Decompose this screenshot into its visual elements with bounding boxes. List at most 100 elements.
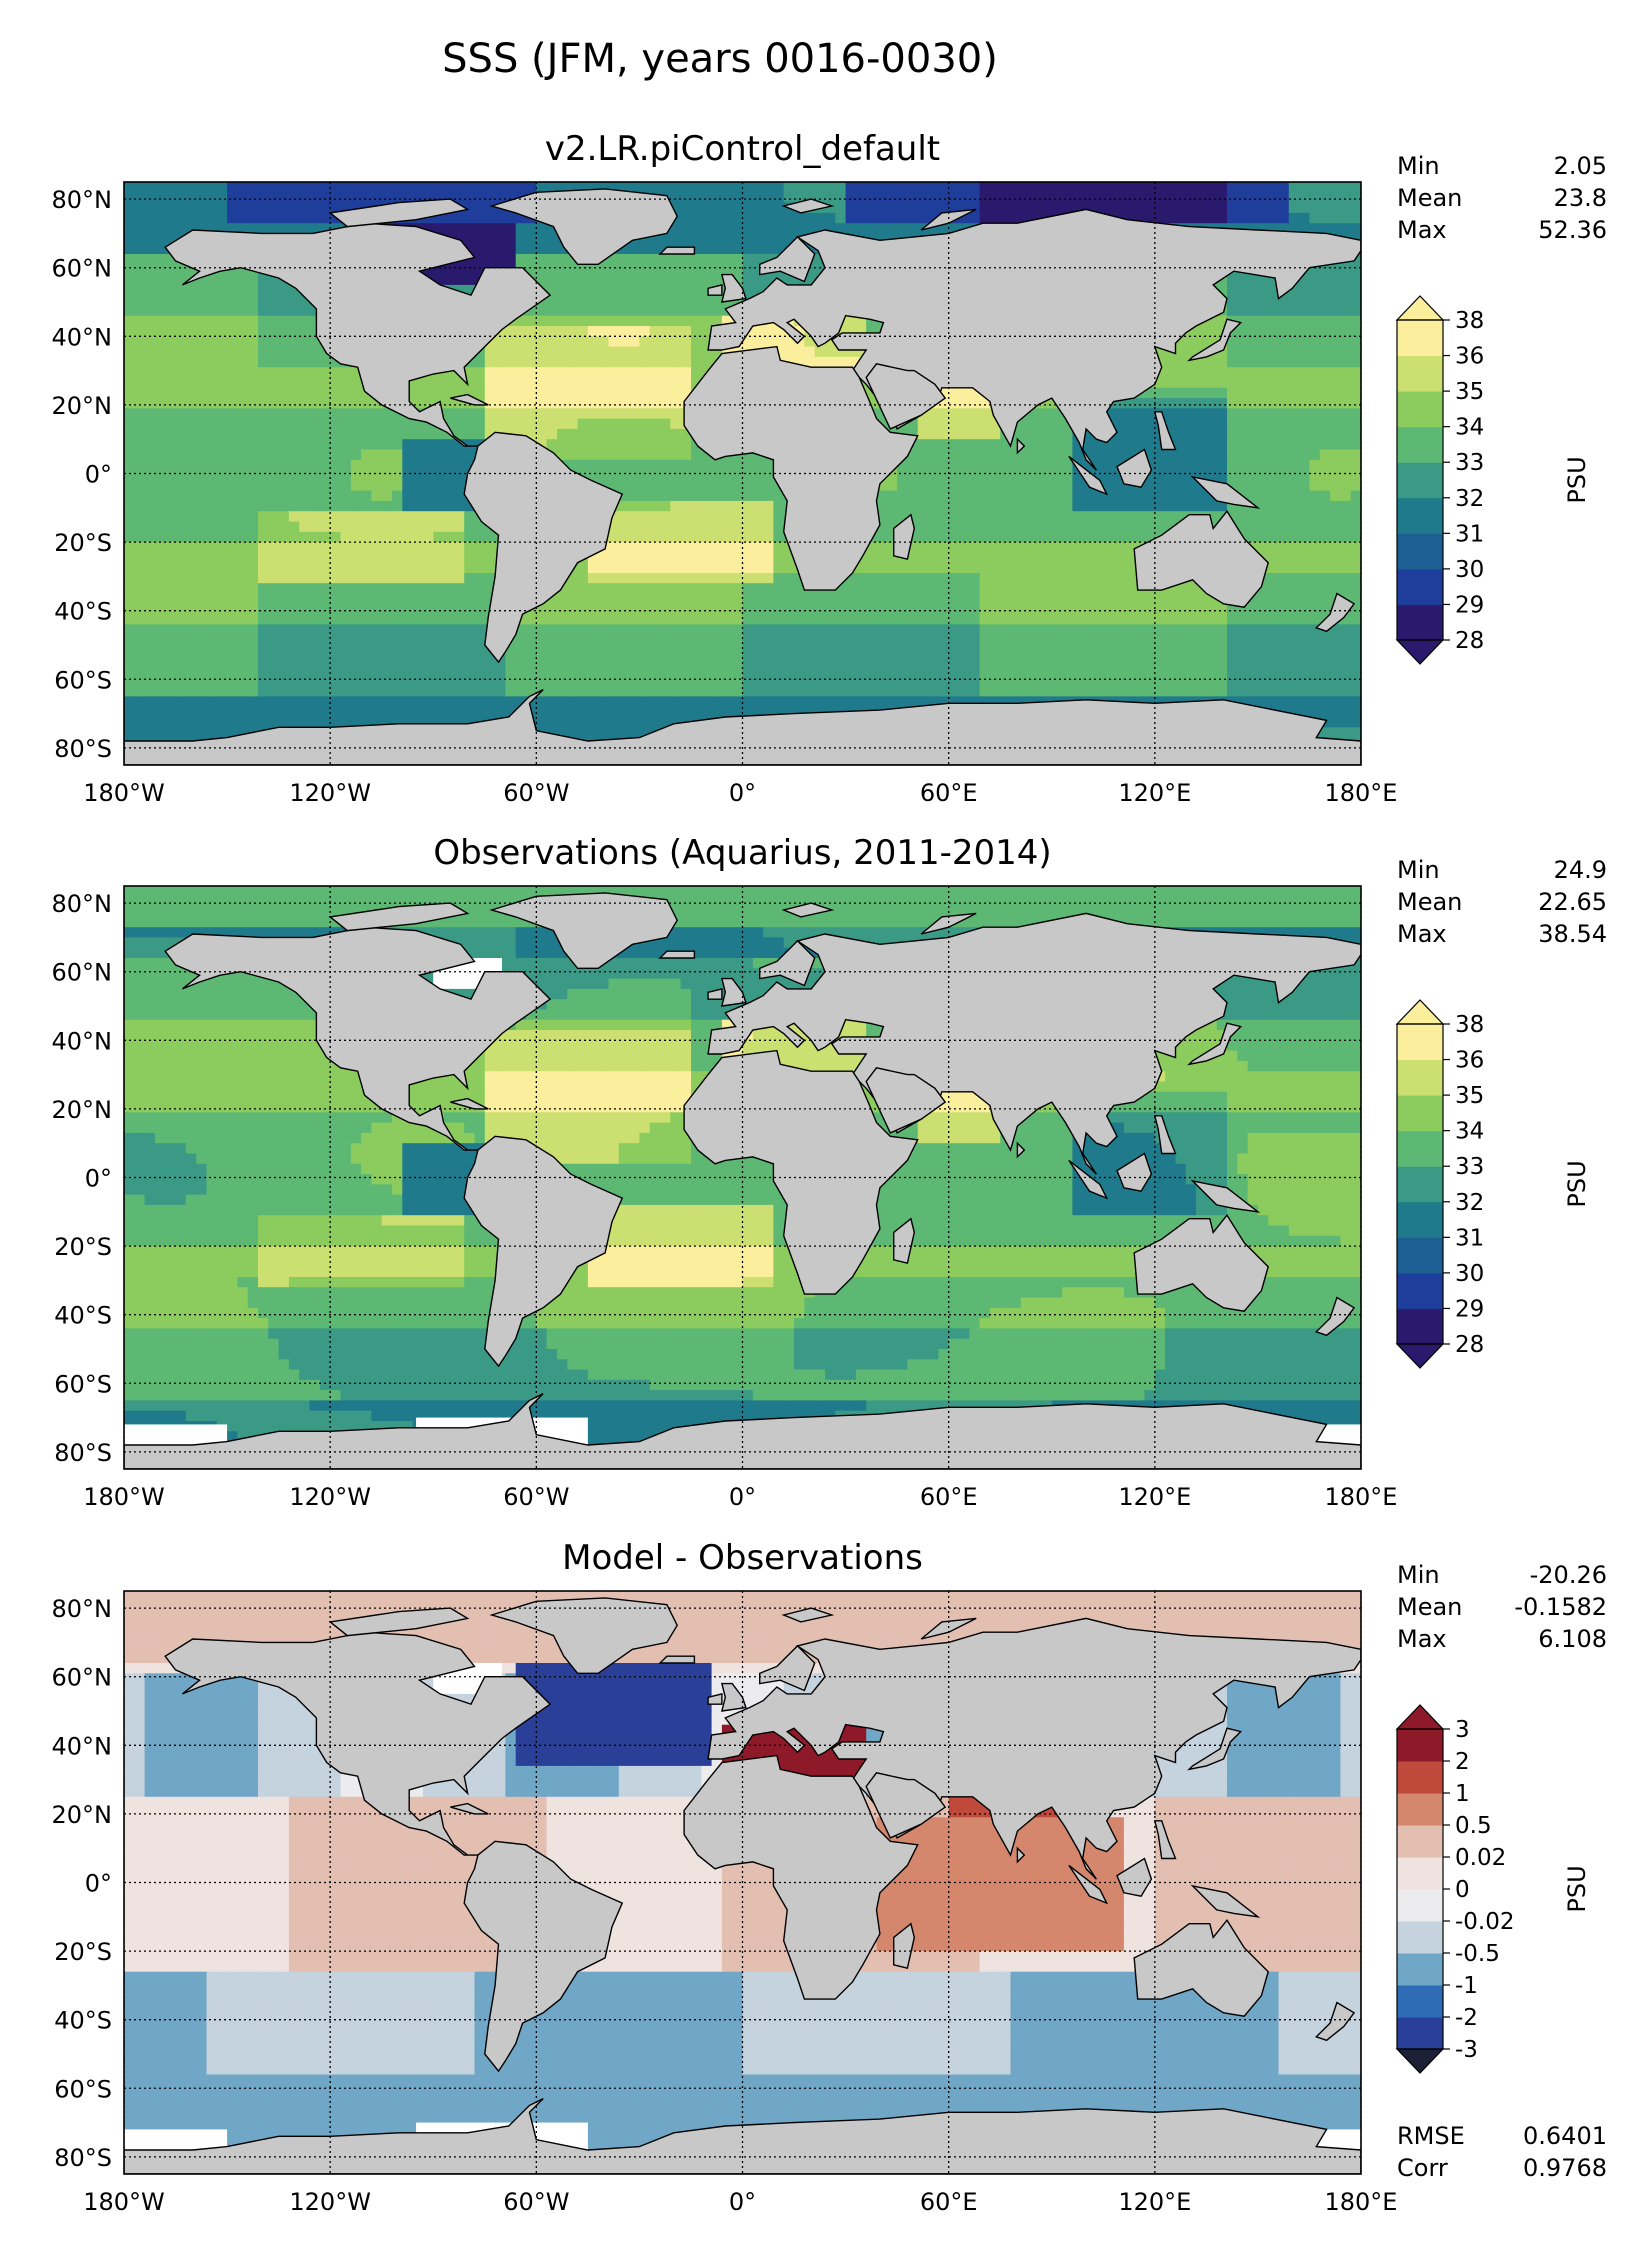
field-cell bbox=[299, 398, 311, 409]
field-cell bbox=[825, 593, 836, 605]
field-cell bbox=[1319, 377, 1331, 389]
field-cell bbox=[825, 202, 836, 214]
field-cell bbox=[526, 346, 537, 358]
field-cell bbox=[866, 223, 878, 235]
field-cell bbox=[258, 511, 269, 523]
field-cell bbox=[711, 182, 723, 193]
field-cell bbox=[1340, 202, 1352, 214]
field-cell bbox=[1051, 202, 1063, 214]
field-cell bbox=[247, 490, 259, 502]
field-cell bbox=[866, 593, 878, 605]
field-cell bbox=[165, 408, 177, 420]
field-cell bbox=[464, 233, 476, 245]
field-cell bbox=[453, 408, 465, 420]
field-cell bbox=[1350, 192, 1361, 204]
field-cell bbox=[309, 418, 321, 430]
field-cell bbox=[938, 490, 950, 502]
field-cell bbox=[1175, 459, 1187, 471]
field-cell bbox=[1340, 326, 1352, 337]
field-cell bbox=[1010, 182, 1022, 193]
field-cell bbox=[742, 531, 754, 543]
field-cell bbox=[268, 603, 280, 615]
field-cell bbox=[1237, 356, 1249, 368]
field-cell bbox=[464, 521, 476, 533]
field-cell bbox=[1154, 521, 1166, 533]
field-cell bbox=[258, 274, 269, 286]
field-cell bbox=[783, 346, 795, 358]
field-cell bbox=[691, 202, 702, 214]
field-cell bbox=[1309, 552, 1321, 564]
field-cell bbox=[206, 408, 218, 420]
field-cell bbox=[608, 511, 620, 523]
field-cell bbox=[443, 521, 455, 533]
field-cell bbox=[670, 356, 682, 368]
field-cell bbox=[1227, 387, 1238, 399]
field-cell bbox=[453, 284, 465, 296]
field-cell bbox=[268, 418, 280, 430]
field-cell bbox=[258, 418, 269, 430]
field-cell bbox=[340, 511, 352, 523]
field-cell bbox=[649, 470, 661, 481]
field-cell bbox=[1216, 356, 1228, 368]
field-cell bbox=[866, 583, 878, 595]
field-cell bbox=[134, 192, 146, 204]
field-cell bbox=[1319, 521, 1331, 533]
field-cell bbox=[526, 315, 537, 327]
field-cell bbox=[495, 223, 507, 235]
field-cell bbox=[144, 346, 156, 358]
field-cell bbox=[1227, 346, 1238, 358]
field-cell bbox=[330, 439, 342, 451]
field-cell bbox=[144, 387, 156, 399]
field-cell bbox=[340, 387, 352, 399]
field-cell bbox=[701, 192, 713, 204]
field-cell bbox=[608, 274, 620, 286]
field-cell bbox=[1319, 295, 1331, 307]
field-cell bbox=[1010, 490, 1022, 502]
field-cell bbox=[206, 202, 218, 214]
field-cell bbox=[268, 377, 280, 389]
field-cell bbox=[1031, 449, 1043, 461]
field-cell bbox=[907, 552, 919, 564]
field-cell bbox=[154, 274, 166, 286]
field-cell bbox=[670, 470, 682, 481]
field-cell bbox=[340, 470, 352, 481]
field-cell bbox=[412, 387, 424, 399]
field-cell bbox=[227, 418, 239, 430]
field-cell bbox=[134, 212, 146, 224]
field-cell bbox=[299, 326, 311, 337]
field-cell bbox=[392, 428, 403, 440]
field-cell bbox=[443, 212, 455, 224]
field-cell bbox=[979, 192, 991, 204]
field-cell bbox=[897, 182, 909, 193]
field-cell bbox=[453, 459, 465, 471]
field-cell bbox=[752, 202, 764, 214]
field-cell bbox=[629, 326, 641, 337]
field-cell bbox=[258, 490, 269, 502]
field-cell bbox=[567, 459, 579, 471]
field-cell bbox=[680, 233, 692, 245]
field-cell bbox=[309, 500, 321, 512]
field-cell bbox=[1350, 562, 1361, 574]
field-cell bbox=[371, 490, 383, 502]
field-cell bbox=[474, 552, 486, 564]
field-cell bbox=[453, 274, 465, 286]
field-cell bbox=[1206, 459, 1218, 471]
field-cell bbox=[1278, 182, 1290, 193]
field-cell bbox=[505, 377, 517, 389]
field-cell bbox=[1309, 521, 1321, 533]
field-cell bbox=[185, 542, 197, 553]
field-cell bbox=[680, 573, 692, 584]
field-cell bbox=[1010, 552, 1022, 564]
field-cell bbox=[639, 254, 651, 265]
field-cell bbox=[711, 459, 723, 471]
field-cell bbox=[618, 295, 630, 307]
field-cell bbox=[453, 593, 465, 605]
field-cell bbox=[866, 573, 878, 584]
field-cell bbox=[1350, 212, 1361, 224]
field-cell bbox=[752, 511, 764, 523]
field-cell bbox=[773, 490, 785, 502]
field-cell bbox=[639, 449, 651, 461]
field-cell bbox=[1288, 223, 1300, 235]
field-cell bbox=[1288, 459, 1300, 471]
field-cell bbox=[814, 603, 826, 615]
